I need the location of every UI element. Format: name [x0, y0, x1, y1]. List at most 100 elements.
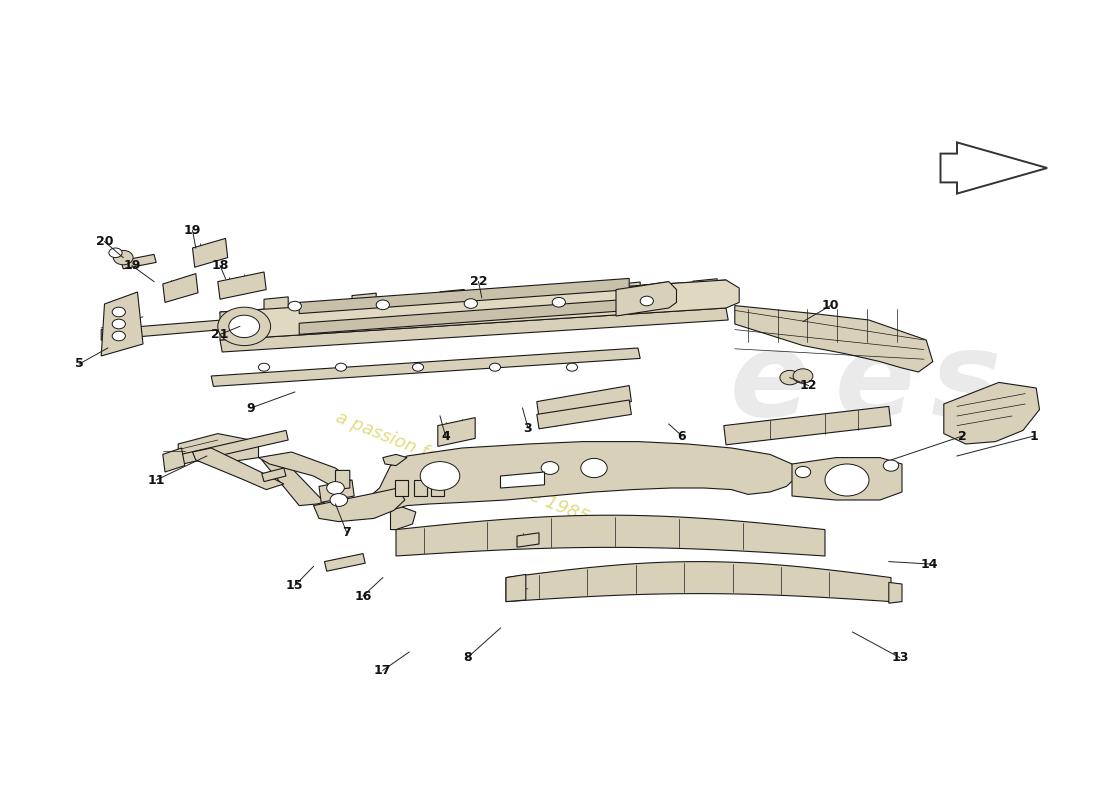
Polygon shape: [262, 456, 324, 506]
Polygon shape: [431, 480, 444, 496]
Text: 2: 2: [958, 430, 967, 442]
Circle shape: [883, 460, 899, 471]
Polygon shape: [889, 582, 902, 603]
Polygon shape: [528, 286, 552, 302]
Polygon shape: [517, 533, 539, 547]
Circle shape: [490, 363, 500, 371]
Circle shape: [112, 307, 125, 317]
Polygon shape: [220, 280, 739, 340]
Polygon shape: [174, 430, 288, 466]
Polygon shape: [258, 452, 352, 488]
Text: 20: 20: [96, 235, 113, 248]
Text: 16: 16: [354, 590, 372, 602]
Polygon shape: [218, 272, 266, 299]
Text: 19: 19: [123, 259, 141, 272]
Text: 1: 1: [1030, 430, 1038, 442]
Text: 18: 18: [211, 259, 229, 272]
Text: 19: 19: [184, 224, 201, 237]
Polygon shape: [500, 472, 544, 488]
Polygon shape: [506, 562, 891, 602]
Circle shape: [288, 302, 301, 311]
Circle shape: [258, 363, 270, 371]
Polygon shape: [537, 400, 631, 429]
Circle shape: [327, 482, 344, 494]
Polygon shape: [440, 290, 464, 306]
Circle shape: [109, 248, 122, 258]
Text: 10: 10: [822, 299, 839, 312]
Circle shape: [566, 363, 578, 371]
Circle shape: [420, 462, 460, 490]
Polygon shape: [390, 506, 416, 530]
Polygon shape: [506, 574, 526, 602]
Circle shape: [825, 464, 869, 496]
Polygon shape: [101, 320, 222, 340]
Text: 22: 22: [470, 275, 487, 288]
Polygon shape: [178, 434, 258, 464]
Polygon shape: [163, 274, 198, 302]
Polygon shape: [693, 278, 717, 294]
Circle shape: [552, 298, 565, 307]
Text: 17: 17: [374, 664, 392, 677]
Circle shape: [336, 363, 346, 371]
Circle shape: [541, 462, 559, 474]
Text: 15: 15: [286, 579, 304, 592]
Polygon shape: [940, 142, 1047, 194]
Polygon shape: [368, 442, 798, 516]
Text: 8: 8: [463, 651, 472, 664]
Polygon shape: [163, 448, 185, 472]
Polygon shape: [414, 480, 427, 496]
Circle shape: [376, 300, 389, 310]
Text: 14: 14: [921, 558, 938, 570]
Circle shape: [112, 319, 125, 329]
Polygon shape: [438, 418, 475, 446]
Circle shape: [113, 250, 133, 265]
Polygon shape: [121, 254, 156, 269]
Polygon shape: [537, 386, 631, 418]
Polygon shape: [299, 299, 629, 334]
Text: e: e: [730, 326, 810, 442]
Circle shape: [780, 370, 800, 385]
Text: 4: 4: [441, 430, 450, 442]
Circle shape: [412, 363, 424, 371]
Text: 11: 11: [147, 474, 165, 486]
Polygon shape: [944, 382, 1040, 444]
Polygon shape: [616, 282, 676, 316]
Polygon shape: [192, 448, 284, 490]
Text: a passion for parts since 1985: a passion for parts since 1985: [332, 409, 592, 527]
Polygon shape: [395, 480, 408, 496]
Circle shape: [218, 307, 271, 346]
Polygon shape: [220, 308, 728, 352]
Polygon shape: [324, 554, 365, 571]
Polygon shape: [220, 280, 728, 324]
Polygon shape: [319, 480, 354, 502]
Polygon shape: [101, 292, 143, 356]
Polygon shape: [735, 306, 933, 372]
Circle shape: [330, 494, 348, 506]
Polygon shape: [264, 297, 288, 313]
Circle shape: [229, 315, 260, 338]
Polygon shape: [211, 348, 640, 386]
Polygon shape: [383, 454, 407, 466]
Circle shape: [640, 296, 653, 306]
Circle shape: [112, 331, 125, 341]
Polygon shape: [616, 282, 640, 298]
Text: 13: 13: [891, 651, 909, 664]
Circle shape: [464, 298, 477, 308]
Circle shape: [795, 466, 811, 478]
Text: e: e: [835, 326, 914, 442]
Polygon shape: [792, 458, 902, 500]
Polygon shape: [192, 238, 228, 267]
Text: s: s: [931, 326, 1001, 442]
Polygon shape: [314, 488, 405, 522]
Text: 3: 3: [524, 422, 532, 434]
Text: 21: 21: [211, 328, 229, 341]
Text: 7: 7: [342, 526, 351, 538]
Polygon shape: [724, 406, 891, 445]
Polygon shape: [262, 468, 286, 482]
Text: 9: 9: [246, 402, 255, 414]
Polygon shape: [336, 470, 350, 490]
Polygon shape: [352, 293, 376, 309]
Circle shape: [581, 458, 607, 478]
Circle shape: [793, 369, 813, 383]
Text: 6: 6: [678, 430, 686, 442]
